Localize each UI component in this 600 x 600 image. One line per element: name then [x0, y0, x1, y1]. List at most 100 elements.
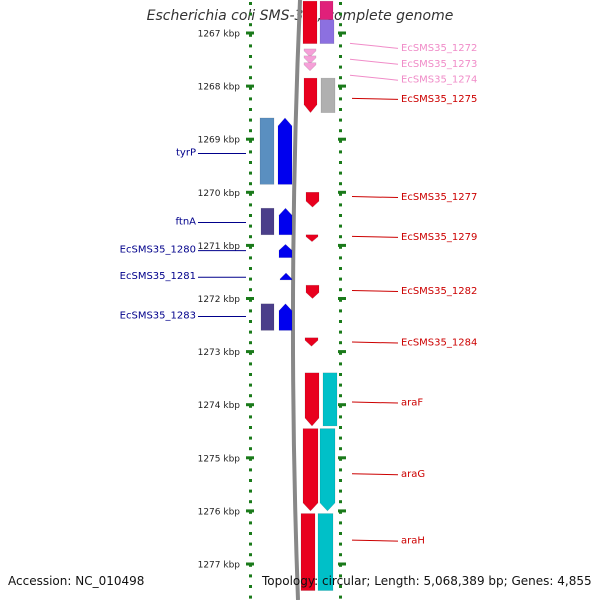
ruler-dot	[339, 224, 342, 228]
ruler-dot	[339, 320, 342, 323]
ruler-dot	[339, 161, 342, 164]
ruler-dot	[249, 224, 252, 228]
scale-tick	[338, 190, 346, 194]
ruler-dot	[339, 362, 342, 366]
ruler-dot	[249, 351, 252, 355]
scale-tick	[338, 243, 346, 247]
scale-tick-label: 1268 kbp	[198, 83, 241, 93]
ruler-dot	[339, 447, 342, 451]
gene-feature-steel	[259, 117, 275, 185]
gene-label: ftnA	[176, 217, 197, 228]
right-gene-labels: EcSMS35_1272 EcSMS35_1273 EcSMS35_1274 EcSM…	[349, 43, 477, 547]
ruler-dot	[339, 55, 342, 58]
ruler-dot	[249, 55, 252, 58]
ruler-dot	[339, 585, 342, 588]
scale-tick-label: 1277 kbp	[198, 561, 241, 571]
ruler-dot	[339, 2, 342, 5]
ruler-dot	[339, 479, 342, 482]
ruler-dot	[339, 171, 342, 175]
ruler-dot	[339, 44, 342, 48]
ruler-dot	[339, 33, 342, 37]
gene-feature-red	[300, 513, 316, 591]
ruler-dot	[249, 447, 252, 451]
gene-feature-red	[305, 234, 319, 243]
gene-feature-red	[302, 0, 318, 44]
ruler-dot	[249, 288, 252, 292]
ruler-dot	[339, 489, 342, 493]
gene-feature-pink	[303, 48, 317, 58]
ruler-dot	[249, 415, 252, 419]
ruler-dot	[339, 267, 342, 270]
gene-feature-blue	[279, 272, 293, 281]
gene-feature-red	[304, 372, 320, 427]
ruler-dot	[339, 97, 342, 101]
gene-feature-violet	[319, 19, 335, 44]
scale-tick-label: 1276 kbp	[198, 507, 241, 517]
scale-tick	[246, 31, 254, 35]
scale-tick	[246, 403, 254, 407]
gene-feature-blue	[278, 243, 293, 258]
ruler-dot	[249, 373, 252, 376]
ruler-dot	[339, 108, 342, 111]
ruler-dot	[339, 256, 342, 260]
ruler-dot	[339, 139, 342, 143]
scale-tick	[338, 403, 346, 407]
ruler-dot	[339, 277, 342, 281]
scale-tick	[338, 31, 346, 35]
gene-label: EcSMS35_1280	[120, 245, 196, 256]
ruler-dot	[249, 23, 252, 27]
gene-feature-cyan	[319, 428, 336, 512]
ruler-dot	[249, 256, 252, 260]
ruler-dot	[339, 65, 342, 69]
ruler-dot	[249, 44, 252, 48]
ruler-dot	[339, 214, 342, 217]
ruler-dot	[339, 76, 342, 80]
ruler-dot	[339, 404, 342, 408]
ruler-dot	[249, 330, 252, 334]
scale-tick	[246, 509, 254, 513]
ruler-dot	[249, 118, 252, 122]
gene-label: EcSMS35_1272	[401, 43, 477, 54]
ruler-dot	[249, 341, 252, 345]
ruler-dot	[249, 500, 252, 504]
scale-tick	[246, 297, 254, 300]
ruler-dot	[339, 532, 342, 535]
ruler-dot	[339, 309, 342, 313]
ruler-dot	[339, 23, 342, 27]
scale-tick-label: 1273 kbp	[198, 348, 241, 358]
ruler-dot	[339, 12, 342, 16]
ruler-dot	[339, 426, 342, 429]
gene-feature-red	[305, 192, 320, 208]
ruler-dot	[249, 320, 252, 323]
gene-feature-slate	[260, 207, 275, 236]
ruler-dot	[339, 203, 342, 207]
gene-feature-red	[304, 337, 319, 347]
label-leader-line	[351, 97, 399, 100]
ruler-dot	[249, 203, 252, 207]
ruler-dot	[249, 362, 252, 366]
ruler-dot	[249, 489, 252, 493]
gene-feature-blue	[278, 303, 293, 331]
ruler-dot	[339, 298, 342, 302]
gene-label: tyrP	[176, 147, 196, 158]
ruler-dot	[249, 394, 252, 398]
ruler-dot	[249, 97, 252, 101]
gene-label: araF	[401, 398, 423, 409]
scale-tick-label: 1275 kbp	[198, 454, 241, 464]
gene-label: araG	[401, 469, 425, 480]
ruler-dot	[339, 415, 342, 419]
gene-label: EcSMS35_1273	[401, 59, 477, 70]
scale-ruler: 1267 kbp 1268 kbp 1269 kbp 1270 kbp 1271 kbp…	[198, 2, 346, 599]
ruler-dot	[339, 86, 342, 90]
ruler-dot	[249, 108, 252, 111]
label-leader-line	[351, 473, 399, 476]
gene-label: EcSMS35_1274	[401, 75, 477, 86]
ruler-dot	[339, 192, 342, 196]
ruler-dot	[339, 288, 342, 292]
sequence-backbone	[290, 0, 302, 600]
label-leader-line	[351, 235, 399, 238]
ruler-dot	[249, 468, 252, 472]
ruler-dot	[249, 65, 252, 69]
ruler-dot	[339, 383, 342, 387]
